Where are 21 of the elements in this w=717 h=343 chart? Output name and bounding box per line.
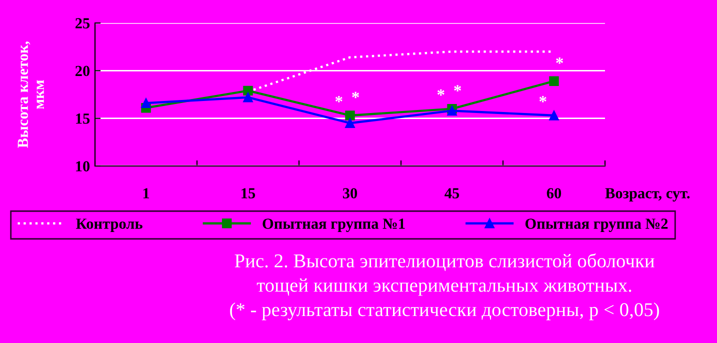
x-tick-label: 1 (143, 188, 150, 198)
x-tick-label: 60 (546, 188, 562, 198)
y-tick-label: 25 (76, 18, 90, 28)
y-tick-label: 20 (76, 66, 90, 76)
x-tick-label: 15 (242, 188, 256, 198)
legend-label: Опытная группа №2 (525, 218, 668, 232)
text: 10 (76, 161, 90, 172)
x-tick-label: 30 (342, 188, 358, 198)
annotation: * (454, 85, 462, 92)
annotation: * (437, 89, 444, 96)
annotation: * (335, 96, 342, 102)
text: Рис. 2. Высота эпителиоцитов слизистой оболочки тощей кишки экспериментальных животных. (* - результаты статистически достоверны, p < 0,05) (230, 253, 659, 320)
legend-label: Контроль (76, 218, 142, 232)
x-axis-title: Возраст, сут. (605, 188, 690, 202)
annotation: * (352, 92, 360, 98)
annotation: * (556, 58, 564, 64)
x-tick-label: 45 (444, 188, 460, 198)
legend-label: Опытная группа №1 (262, 218, 405, 232)
y-axis-title: Высота клеток, мкм (18, 41, 44, 148)
annotation: * (539, 96, 546, 102)
y-tick-label: 15 (76, 114, 90, 124)
